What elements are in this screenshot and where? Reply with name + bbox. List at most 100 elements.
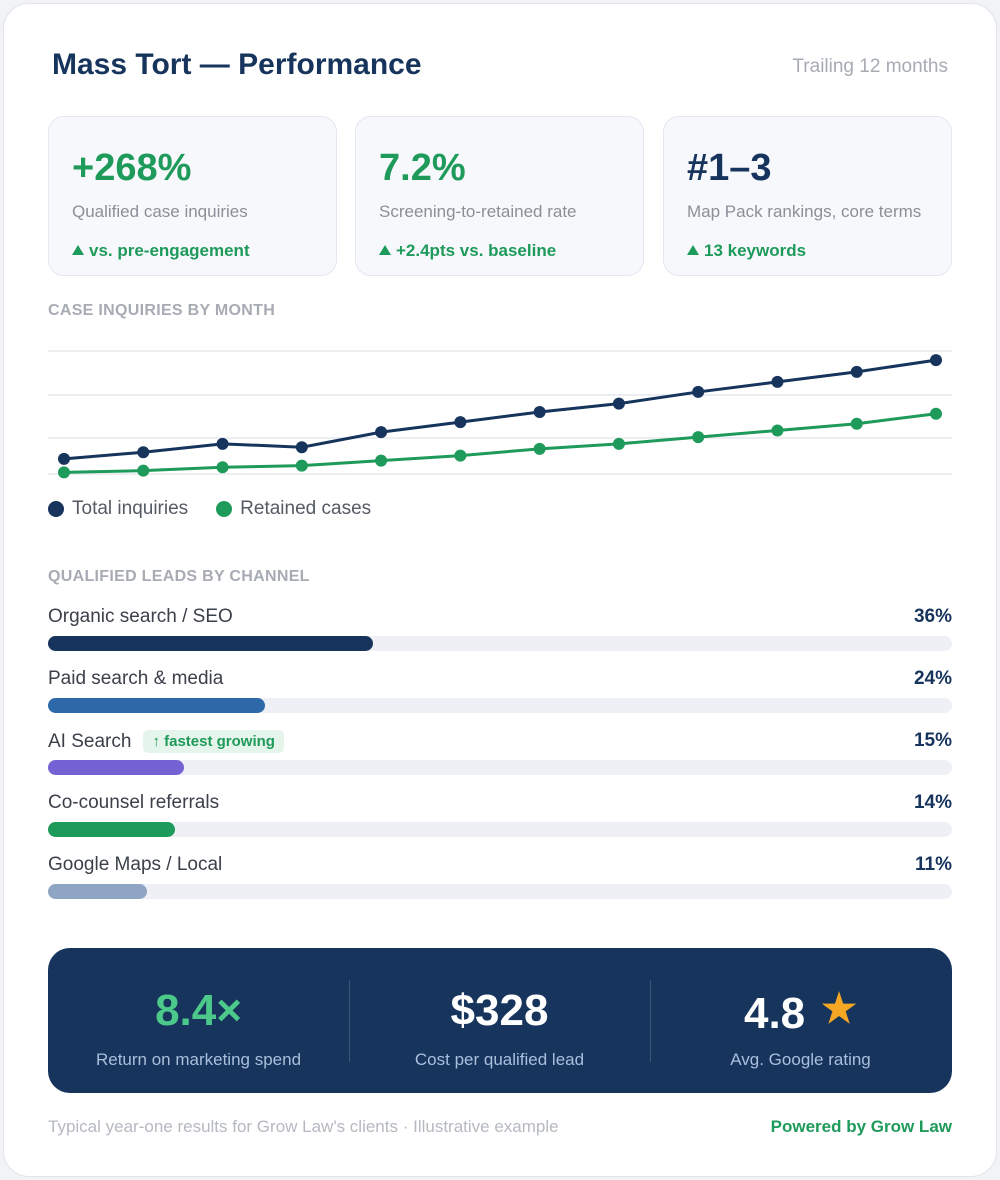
data-point — [137, 446, 150, 459]
channel-percent: 36% — [913, 606, 952, 627]
channel-name: Google Maps / Local — [48, 854, 222, 876]
data-point — [454, 416, 467, 429]
summary-value: 8.4× — [155, 986, 242, 1035]
summary-divider — [650, 980, 651, 1062]
data-point — [295, 441, 308, 454]
data-point — [216, 437, 229, 450]
kpi-value: #1–3 — [687, 147, 772, 189]
channel-percent: 15% — [913, 730, 952, 751]
channel-bar-fill — [48, 698, 265, 713]
legend-dot — [48, 501, 64, 517]
chart-legend: Total inquiries Retained cases — [48, 498, 371, 520]
channel-percent: 24% — [913, 668, 952, 689]
channel-name: Organic search / SEO — [48, 606, 233, 628]
legend-label: Retained cases — [240, 498, 372, 519]
channel-bar-track — [48, 636, 952, 651]
channel-label: Paid search & media — [48, 668, 224, 689]
summary-panel: 8.4× Return on marketing spend $328 Cost… — [48, 948, 952, 1093]
section-title-channels: QUALIFIED LEADS BY CHANNEL — [48, 568, 310, 585]
channel-row: Organic search / SEO 36% — [48, 606, 952, 666]
channel-label: Organic search / SEO — [48, 606, 233, 627]
channel-bar-fill — [48, 760, 184, 775]
kpi-value: +268% — [72, 147, 192, 189]
data-point — [612, 437, 625, 450]
channel-bar-fill — [48, 822, 175, 837]
channel-bar-track — [48, 698, 952, 713]
summary-value: $328 — [450, 986, 549, 1035]
data-point — [137, 464, 150, 477]
kpi-label: Qualified case inquiries — [72, 202, 248, 221]
channel-label: Google Maps / Local — [48, 854, 223, 875]
kpi-card-map-pack: #1–3 Map Pack rankings, core terms 13 ke… — [663, 116, 952, 276]
data-point — [533, 406, 546, 419]
series-line-1 — [63, 412, 937, 474]
legend-item-retained: Retained cases — [216, 498, 371, 520]
channel-percent: 14% — [913, 792, 952, 813]
summary-cost-per-lead: $328 Cost per qualified lead — [349, 948, 650, 1093]
channel-label: AI Search — [48, 730, 132, 752]
footnote: Typical year-one results for Grow Law's … — [48, 1117, 559, 1136]
data-point — [692, 431, 705, 444]
legend-dot — [216, 501, 233, 517]
channel-name: AI Search ↑ fastest growing — [48, 730, 284, 753]
data-point — [375, 454, 388, 467]
series-line-0 — [63, 358, 937, 461]
up-arrow-icon — [72, 245, 84, 255]
summary-label: Return on marketing spend — [95, 1050, 302, 1069]
channel-bar-track — [48, 822, 952, 837]
up-arrow-icon — [687, 245, 699, 255]
channel-row: Paid search & media 24% — [48, 668, 952, 728]
channel-name: Co-counsel referrals — [48, 792, 219, 814]
data-point — [612, 397, 625, 410]
kpi-card-inquiries: +268% Qualified case inquiries vs. pre-e… — [48, 116, 337, 276]
data-point — [58, 452, 70, 465]
channel-bar-fill — [48, 884, 148, 899]
data-point — [771, 424, 784, 437]
data-point — [295, 459, 308, 472]
star-icon: ★ — [821, 987, 858, 1031]
inquiries-line-chart — [48, 350, 952, 479]
kpi-delta: vs. pre-engagement — [72, 241, 250, 261]
kpi-label: Map Pack rankings, core terms — [687, 202, 922, 221]
data-point — [850, 417, 863, 430]
period-label: Trailing 12 months — [792, 56, 948, 77]
data-point — [850, 365, 863, 378]
section-title-inquiries: CASE INQUIRIES BY MONTH — [48, 302, 276, 319]
kpi-delta-text: +2.4pts vs. baseline — [396, 241, 557, 260]
channel-percent: 11% — [915, 854, 952, 875]
summary-value: 4.8 ★ — [650, 986, 951, 1039]
data-point — [454, 449, 467, 462]
channel-row: Google Maps / Local 11% — [48, 854, 952, 914]
data-point — [692, 385, 705, 398]
page-title: Mass Tort — Performance — [52, 48, 422, 81]
data-point — [375, 426, 388, 439]
kpi-card-retained-rate: 7.2% Screening-to-retained rate +2.4pts … — [355, 116, 644, 276]
data-point — [771, 375, 784, 388]
brand-link[interactable]: Powered by Grow Law — [770, 1117, 952, 1136]
channel-bar-fill — [48, 636, 374, 651]
data-point — [216, 461, 229, 474]
kpi-delta-text: 13 keywords — [704, 241, 807, 260]
summary-divider — [349, 980, 350, 1062]
summary-label: Avg. Google rating — [730, 1050, 871, 1069]
kpi-delta-text: vs. pre-engagement — [89, 241, 250, 260]
rating-value: 4.8 — [743, 989, 806, 1038]
fastest-growing-badge: ↑ fastest growing — [143, 730, 284, 753]
summary-label: Cost per qualified lead — [414, 1050, 585, 1069]
channel-row: AI Search ↑ fastest growing 15% — [48, 730, 952, 790]
kpi-delta: 13 keywords — [687, 241, 806, 261]
data-point — [930, 354, 942, 367]
data-point — [533, 442, 546, 455]
channel-label: Co-counsel referrals — [48, 792, 220, 813]
channel-bar-track — [48, 760, 952, 775]
channel-row: Co-counsel referrals 14% — [48, 792, 952, 852]
data-point — [58, 466, 70, 479]
kpi-value: 7.2% — [379, 147, 466, 189]
channel-bar-track — [48, 884, 952, 899]
legend-label: Total inquiries — [72, 498, 189, 519]
legend-item-total: Total inquiries — [48, 498, 188, 520]
kpi-label: Screening-to-retained rate — [379, 202, 577, 221]
kpi-delta: +2.4pts vs. baseline — [379, 241, 556, 261]
data-point — [930, 407, 942, 420]
up-arrow-icon — [379, 245, 391, 255]
